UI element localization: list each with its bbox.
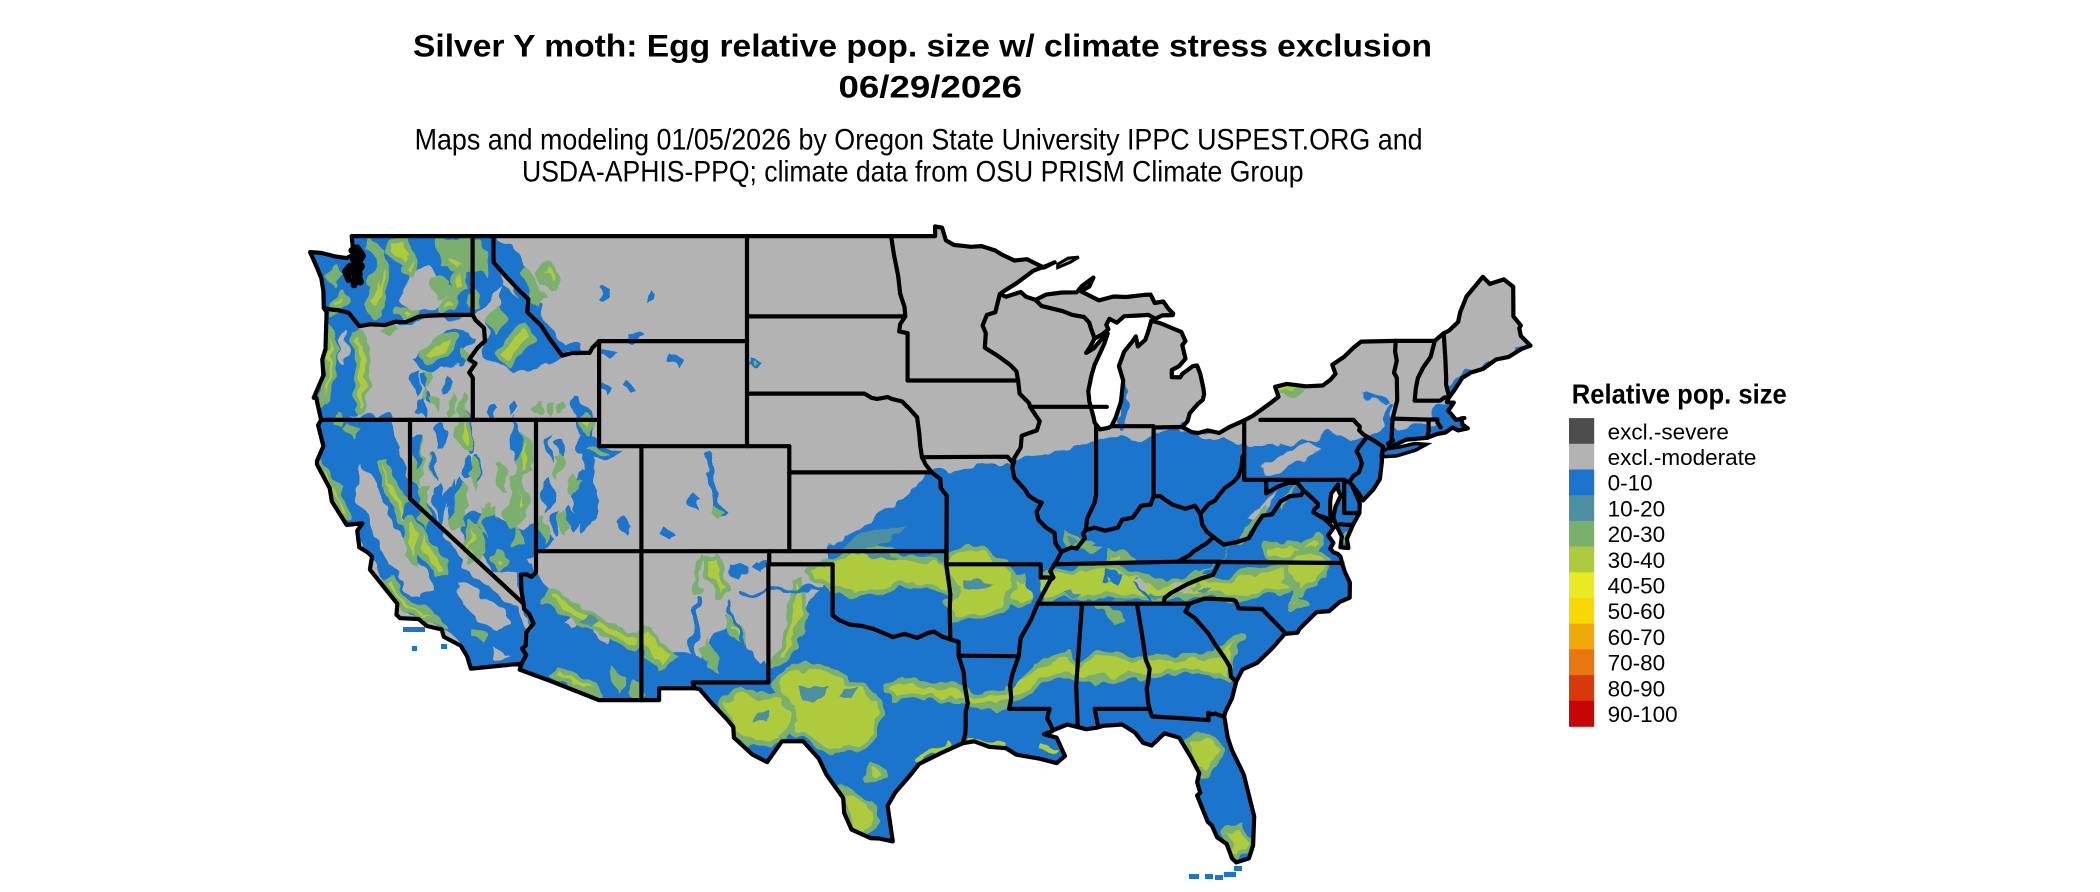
- svg-text:90-100: 90-100: [1608, 702, 1678, 727]
- svg-text:Relative pop. size: Relative pop. size: [1572, 379, 1787, 410]
- svg-text:excl.-severe: excl.-severe: [1608, 419, 1729, 444]
- svg-text:40-50: 40-50: [1608, 574, 1666, 599]
- svg-text:20-30: 20-30: [1608, 522, 1666, 547]
- svg-text:60-70: 60-70: [1608, 625, 1666, 650]
- svg-text:06/29/2026: 06/29/2026: [839, 69, 1023, 105]
- svg-text:excl.-moderate: excl.-moderate: [1608, 445, 1757, 470]
- svg-text:0-10: 0-10: [1608, 471, 1653, 496]
- svg-text:Maps and modeling 01/05/2026 b: Maps and modeling 01/05/2026 by Oregon S…: [415, 124, 1423, 157]
- svg-text:50-60: 50-60: [1608, 599, 1666, 624]
- svg-text:70-80: 70-80: [1608, 651, 1666, 676]
- svg-text:10-20: 10-20: [1608, 496, 1666, 521]
- svg-text:30-40: 30-40: [1608, 548, 1666, 573]
- svg-text:USDA-APHIS-PPQ; climate data f: USDA-APHIS-PPQ; climate data from OSU PR…: [522, 156, 1304, 189]
- svg-text:Silver Y moth: Egg relative po: Silver Y moth: Egg relative pop. size w/…: [413, 28, 1432, 64]
- svg-text:80-90: 80-90: [1608, 676, 1666, 701]
